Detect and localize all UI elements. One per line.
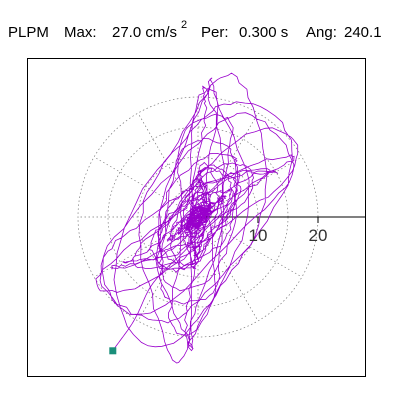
max-unit-exponent: 2 [181,19,187,31]
period-value: 0.300 s [239,24,288,41]
max-label: Max: [64,24,97,41]
period-label: Per: [201,24,229,41]
station-name: PLPM [8,24,49,41]
tick-label: 10 [249,226,268,245]
angle-label: Ang: [306,24,337,41]
end-markers [109,215,200,355]
grid-spoke [93,156,199,218]
end-marker [109,347,117,355]
trace-path [95,72,299,364]
plot-frame [27,58,366,377]
plot-header: PLPM Max: 27.0 cm/s 2 Per: 0.300 s Ang: … [8,19,382,41]
origin-marker [196,215,200,219]
grid-spoke [197,156,303,218]
motion-trace [95,72,299,364]
angle-value: 240.1 [344,24,382,41]
max-value: 27.0 cm/s [112,24,177,41]
tick-labels: 10 20 [249,226,328,245]
tick-label: 20 [309,226,328,245]
